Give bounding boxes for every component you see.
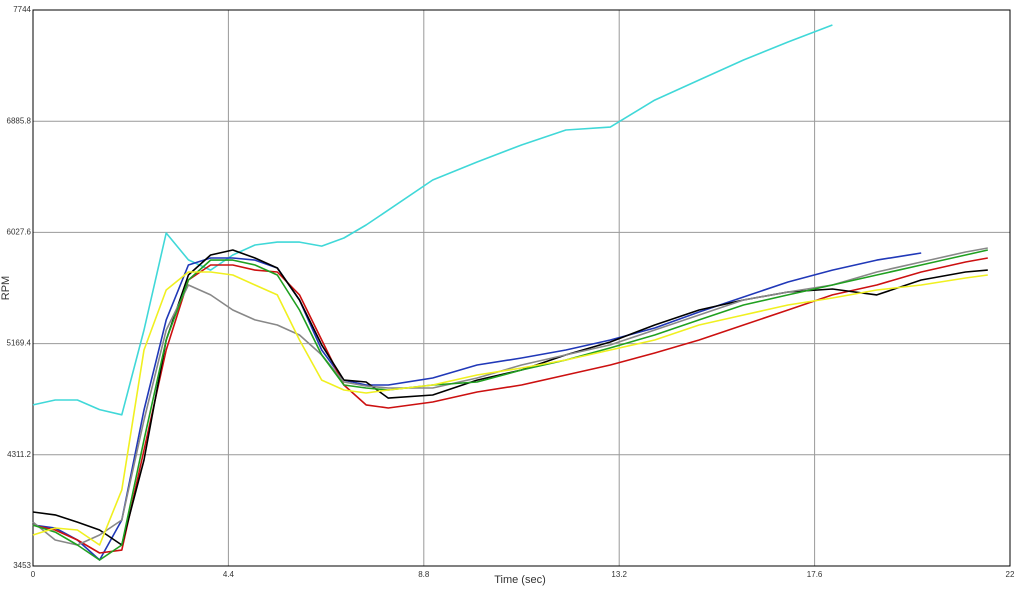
series-line	[32, 24, 833, 416]
series-line	[32, 249, 988, 561]
y-tick-label: 6027.6	[7, 228, 32, 237]
y-tick-label: 5169.4	[7, 339, 32, 348]
y-tick-label: 3453	[13, 561, 31, 570]
x-axis-label: Time (sec)	[494, 574, 546, 586]
plot-frame	[32, 9, 1011, 567]
x-tick-label: 8.8	[418, 570, 430, 579]
x-tick-label: 4.4	[223, 570, 235, 579]
series-line	[32, 247, 988, 546]
y-axis-label: RPM	[0, 276, 12, 300]
series-line	[32, 257, 988, 554]
series-line	[32, 271, 988, 546]
y-tick-label: 4311.2	[7, 450, 31, 459]
x-tick-label: 0	[31, 570, 36, 579]
x-tick-label: 22	[1006, 570, 1015, 579]
y-tick-label: 6885.8	[7, 116, 32, 125]
x-tick-label: 17.6	[807, 570, 823, 579]
y-tick-label: 7744	[13, 5, 31, 14]
x-tick-label: 13.2	[611, 570, 627, 579]
